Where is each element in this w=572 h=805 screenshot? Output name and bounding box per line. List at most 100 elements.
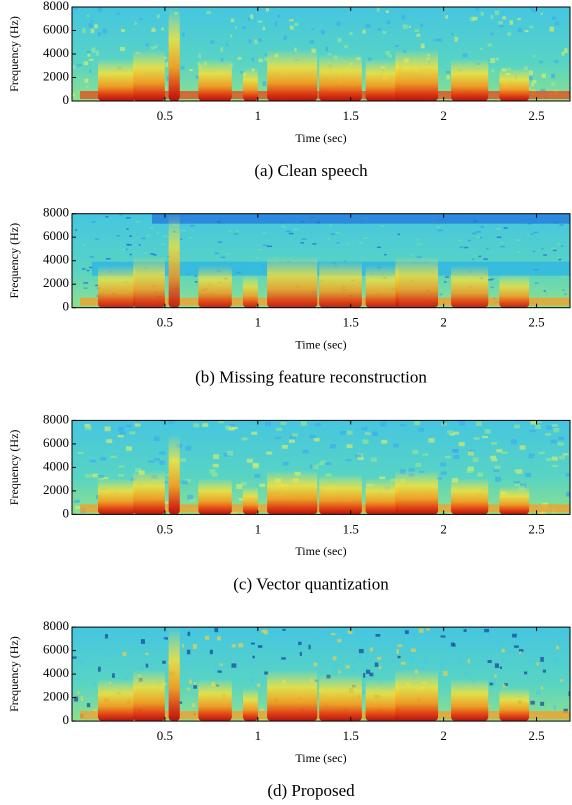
texture [94, 24, 98, 29]
texture [82, 244, 87, 247]
x-tick-label: 2.5 [528, 108, 544, 123]
texture [336, 21, 341, 26]
texture [238, 498, 245, 501]
speech-segment [98, 58, 136, 101]
texture [336, 242, 340, 244]
texture [145, 43, 149, 47]
texture [194, 281, 198, 283]
texture [450, 642, 455, 647]
y-tick-label: 2000 [43, 689, 69, 704]
texture [498, 21, 503, 25]
texture [499, 666, 503, 669]
texture [75, 506, 82, 509]
texture [556, 257, 560, 259]
texture [250, 14, 254, 20]
texture [314, 719, 319, 722]
texture [82, 28, 86, 34]
texture [543, 254, 547, 256]
texture [102, 477, 109, 480]
x-tick-label: 2 [440, 108, 447, 123]
texture [220, 47, 224, 53]
texture [399, 637, 402, 643]
texture [281, 225, 287, 228]
texture [459, 246, 464, 249]
texture [440, 462, 447, 467]
texture [535, 420, 542, 423]
texture [76, 63, 82, 67]
texture [458, 442, 465, 447]
texture [299, 651, 302, 656]
texture [129, 235, 133, 237]
texture [150, 253, 154, 255]
texture [500, 245, 506, 248]
speech-segment [242, 274, 258, 308]
texture [140, 639, 145, 644]
texture [532, 250, 536, 253]
texture [475, 236, 480, 238]
texture [480, 237, 483, 239]
texture [204, 721, 210, 722]
y-tick-label: 4000 [43, 45, 69, 60]
texture [237, 56, 242, 60]
texture [528, 70, 534, 76]
texture [357, 456, 364, 461]
texture [315, 423, 322, 426]
texture [369, 672, 374, 677]
texture [141, 237, 146, 240]
texture [540, 657, 544, 662]
texture [490, 69, 495, 73]
texture [97, 32, 102, 36]
texture [100, 456, 107, 461]
x-tick-label: 0.5 [157, 108, 173, 123]
x-tick-label: 0.5 [157, 521, 173, 536]
texture [185, 446, 192, 451]
texture [562, 453, 569, 456]
texture [118, 465, 125, 468]
texture [180, 458, 187, 462]
texture [257, 249, 263, 251]
texture [230, 18, 235, 23]
texture [528, 631, 532, 635]
x-axis-label: Time (sec) [295, 544, 346, 558]
texture [457, 661, 462, 664]
texture [280, 421, 287, 425]
texture [267, 245, 272, 248]
texture [493, 468, 500, 472]
texture [86, 269, 90, 272]
texture [275, 635, 281, 640]
texture [262, 232, 267, 234]
texture [189, 498, 196, 502]
texture [312, 243, 317, 245]
texture [126, 228, 129, 230]
texture [190, 225, 195, 227]
texture [117, 426, 124, 432]
texture [557, 442, 564, 446]
texture [225, 43, 229, 46]
speech-segment [168, 213, 180, 308]
texture [519, 652, 523, 657]
texture [512, 633, 517, 638]
texture [517, 18, 521, 21]
texture [301, 238, 307, 240]
texture [414, 29, 420, 33]
texture [95, 50, 100, 56]
texture [82, 268, 86, 270]
texture [502, 683, 506, 688]
texture [204, 635, 210, 640]
texture [262, 26, 266, 31]
texture [424, 637, 427, 641]
texture [289, 25, 294, 30]
texture [320, 460, 327, 463]
texture [550, 247, 556, 250]
texture [501, 648, 505, 653]
texture [503, 227, 508, 229]
texture [143, 252, 148, 254]
texture [361, 427, 368, 431]
texture [92, 473, 99, 478]
speech-segment [365, 58, 400, 101]
texture [231, 426, 238, 430]
texture [251, 57, 254, 62]
y-tick-label: 4000 [43, 458, 69, 473]
texture [95, 284, 99, 287]
texture [362, 237, 368, 239]
